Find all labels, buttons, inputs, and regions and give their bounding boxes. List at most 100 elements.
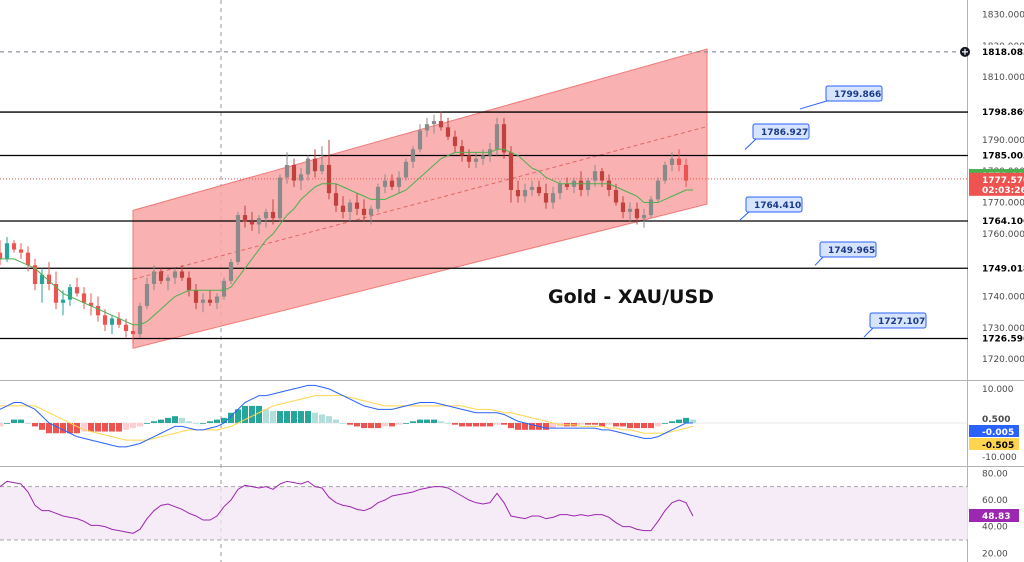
- candle-body: [585, 180, 591, 190]
- candle: [382, 174, 388, 194]
- macd-histogram-bar: [431, 419, 437, 423]
- callout-box: [825, 85, 883, 102]
- candle: [270, 199, 276, 225]
- macd-histogram-bar: [494, 423, 500, 425]
- macd-histogram-bar: [200, 423, 206, 424]
- candle-body: [39, 274, 45, 284]
- candle-body: [298, 174, 304, 181]
- candle-body: [123, 324, 129, 331]
- macd-value-label: -0.005: [982, 428, 1014, 438]
- callout-box: [745, 196, 803, 213]
- candle: [368, 205, 374, 225]
- candle: [179, 265, 185, 281]
- candle-body: [46, 274, 52, 284]
- price-pane[interactable]: 1799.866 1786.927 1764.410 1749.965 1727.107…: [0, 48, 968, 349]
- price-callout[interactable]: 1764.410: [739, 196, 803, 221]
- candle: [277, 174, 283, 222]
- candle-body: [347, 202, 353, 212]
- macd-histogram-bar: [256, 405, 262, 423]
- rsi-line: [0, 480, 694, 534]
- candle-body: [193, 290, 199, 303]
- candle-body: [109, 318, 115, 325]
- candle: [116, 312, 122, 328]
- candle: [431, 114, 437, 134]
- candle: [452, 130, 458, 153]
- price-tick-label: 1740.000: [982, 293, 1024, 303]
- candle-body: [641, 215, 647, 219]
- macd-histogram-bar: [102, 423, 108, 432]
- candle-body: [291, 164, 297, 181]
- callout-pointer: [863, 326, 875, 338]
- macd-axis[interactable]: 10.000 -10.000 0.500 -0.005 -0.505: [969, 385, 1019, 463]
- macd-histogram-bar: [340, 423, 346, 424]
- candle-body: [564, 183, 570, 187]
- candle-body: [67, 287, 73, 300]
- candle: [235, 211, 241, 266]
- macd-histogram-bar: [67, 423, 73, 434]
- price-callout[interactable]: 1749.965: [814, 241, 877, 266]
- candle: [536, 180, 542, 197]
- candle-body: [53, 284, 59, 303]
- macd-histogram-bar: [298, 411, 304, 423]
- macd-histogram-bar: [46, 423, 52, 434]
- moving-average-line: [0, 148, 693, 326]
- rsi-axis[interactable]: 80.00 60.00 40.00 20.00 48.83: [969, 469, 1019, 559]
- price-level-tag: 1764.106: [969, 214, 1024, 229]
- price-level-tag-box: [969, 331, 1024, 346]
- macd-pane[interactable]: [0, 384, 968, 448]
- price-tick-label: 1790.000: [982, 136, 1024, 146]
- callout-pointer: [799, 99, 831, 110]
- callout-box: [869, 312, 927, 329]
- candle-body: [529, 186, 535, 190]
- candle: [508, 146, 514, 203]
- ascending-channel[interactable]: [132, 48, 708, 349]
- callout-pointer: [814, 255, 825, 266]
- macd-histogram-bar: [424, 419, 430, 423]
- candle-body: [144, 284, 150, 306]
- candle: [333, 183, 339, 212]
- price-callout[interactable]: 1799.866: [799, 85, 883, 110]
- rsi-value-tag: 48.83: [969, 509, 1019, 522]
- candle-body: [4, 243, 10, 259]
- macd-histogram-bar: [543, 423, 549, 430]
- rsi-pane[interactable]: [0, 480, 968, 541]
- candle-body: [669, 158, 675, 165]
- candle-body: [81, 293, 87, 303]
- candle: [130, 324, 136, 344]
- price-callout[interactable]: 1727.107: [863, 312, 927, 338]
- candle: [424, 117, 430, 137]
- price-level-tag-label: 1764.106: [982, 217, 1024, 227]
- candle-body: [522, 190, 528, 197]
- candle: [326, 139, 332, 200]
- candle: [88, 293, 94, 316]
- candle: [396, 171, 402, 194]
- candle: [445, 117, 451, 140]
- callout-label: 1764.410: [754, 201, 801, 211]
- price-callout[interactable]: 1786.927: [744, 123, 810, 150]
- current-price-label: 1777.570: [982, 176, 1024, 186]
- candle: [648, 196, 654, 219]
- countdown-label: 02:03:26: [982, 186, 1024, 196]
- candle: [627, 202, 633, 222]
- candle-body: [396, 177, 402, 187]
- macd-histogram-bar: [0, 423, 3, 427]
- candle-body: [221, 280, 227, 297]
- macd-histogram-bar: [116, 423, 122, 432]
- candle-body: [172, 271, 178, 278]
- macd-histogram-bar: [508, 423, 514, 429]
- candle-body: [130, 331, 136, 335]
- candle: [193, 284, 199, 310]
- candle-body: [18, 249, 24, 253]
- macd-value-box: [969, 412, 1019, 424]
- macd-histogram-bar: [214, 419, 220, 423]
- candle: [522, 183, 528, 203]
- macd-histogram-bar: [32, 423, 38, 427]
- macd-histogram-bar: [333, 419, 339, 423]
- candle-body: [186, 277, 192, 291]
- candle: [25, 246, 31, 272]
- candle-body: [606, 180, 612, 190]
- current-price-tag: 1777.57002:03:26: [969, 172, 1024, 196]
- candle-body: [235, 215, 241, 263]
- macd-value-label: 0.500: [982, 415, 1010, 425]
